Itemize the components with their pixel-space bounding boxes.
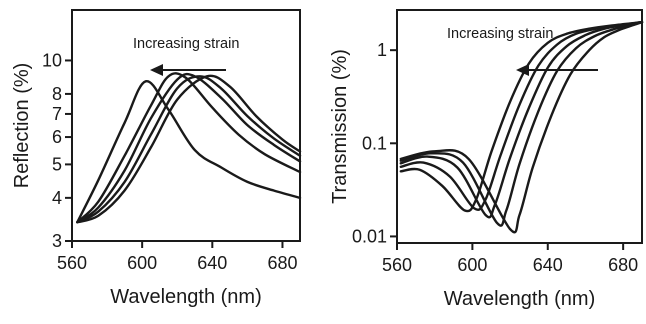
y-tick-label: 0.01 bbox=[352, 226, 387, 246]
series-line-1 bbox=[399, 20, 644, 213]
annotation-label: Increasing strain bbox=[447, 26, 553, 42]
x-tick-label: 640 bbox=[533, 255, 563, 275]
y-tick-label: 7 bbox=[52, 104, 62, 124]
series-line-2 bbox=[76, 72, 302, 224]
x-tick-label: 640 bbox=[197, 253, 227, 273]
y-tick-label: 1 bbox=[377, 40, 387, 60]
y-tick-label: 10 bbox=[42, 50, 62, 70]
reflection-chart: 560 600 640 680 3 4 5 6 78 10 Wavelength (nm) Refle… bbox=[11, 9, 302, 308]
x-tick-label: 680 bbox=[267, 253, 297, 273]
y-tick-label: 4 bbox=[52, 188, 62, 208]
y-tick-label: 3 bbox=[52, 231, 62, 251]
series-line-4 bbox=[76, 75, 302, 224]
series-line-3 bbox=[399, 20, 644, 219]
plot-frame bbox=[396, 9, 643, 244]
series-line-5 bbox=[399, 20, 644, 234]
y-tick-label: 6 bbox=[52, 127, 62, 147]
x-tick-label: 560 bbox=[382, 255, 412, 275]
series-line-4 bbox=[399, 20, 644, 227]
y-tick-label: 5 bbox=[52, 154, 62, 174]
x-tick-label: 560 bbox=[57, 253, 87, 273]
y-tick-label: 8 bbox=[52, 84, 62, 104]
x-tick-label: 680 bbox=[608, 255, 638, 275]
x-axis-title: Wavelength (nm) bbox=[110, 286, 262, 308]
y-axis-title: Transmission (%) bbox=[329, 49, 351, 204]
x-tick-label: 600 bbox=[127, 253, 157, 273]
plot-frame bbox=[71, 9, 301, 242]
y-axis-title: Reflection (%) bbox=[11, 63, 33, 189]
series-line-2 bbox=[399, 20, 644, 212]
y-tick-label: 0.1 bbox=[362, 133, 387, 153]
left-arrow-icon bbox=[516, 64, 529, 76]
x-tick-label: 600 bbox=[457, 255, 487, 275]
series-line-3 bbox=[76, 72, 302, 224]
left-arrow-icon bbox=[150, 64, 163, 76]
series-line-1 bbox=[76, 80, 302, 224]
series-line-5 bbox=[76, 74, 302, 224]
x-axis-title: Wavelength (nm) bbox=[444, 288, 596, 310]
annotation-label: Increasing strain bbox=[133, 36, 239, 52]
transmission-chart: 560 600 640 680 0.01 0.1 1 Wavelength (nm) Trans… bbox=[329, 9, 644, 310]
